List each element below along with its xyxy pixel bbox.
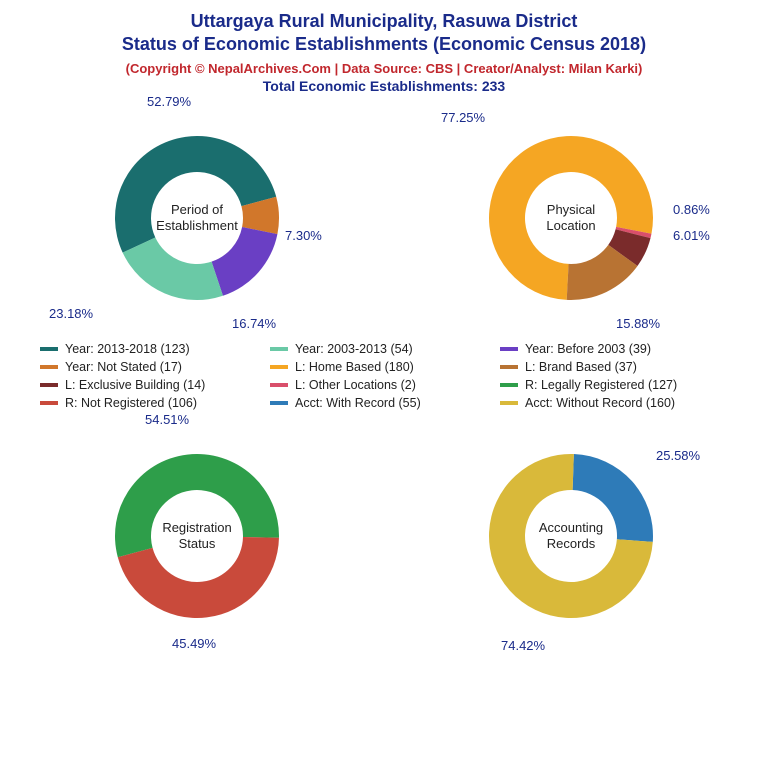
legend-label: Year: Before 2003 (39) — [525, 342, 651, 356]
legend-item: Year: 2003-2013 (54) — [270, 342, 490, 356]
legend-item: L: Home Based (180) — [270, 360, 490, 374]
chart-percent-label: 7.30% — [285, 228, 322, 243]
legend-label: Year: 2013-2018 (123) — [65, 342, 190, 356]
legend-label: L: Other Locations (2) — [295, 378, 416, 392]
donut-slice — [212, 227, 278, 296]
legend-swatch — [40, 401, 58, 405]
chart-period-of-establishment: Period of Establishment52.79%7.30%16.74%… — [17, 98, 377, 338]
chart-registration-status: Registration Status54.51%45.49% — [17, 416, 377, 656]
legend-label: Acct: Without Record (160) — [525, 396, 675, 410]
chart-center-label: Period of Establishment — [152, 202, 242, 235]
legend-item: L: Exclusive Building (14) — [40, 378, 260, 392]
chart-physical-location: Physical Location 77.25% 0.86% 6.01% 15.88% — [391, 98, 751, 338]
chart-percent-label: 74.42% — [501, 638, 545, 653]
legend-swatch — [500, 365, 518, 369]
legend-label: Year: 2003-2013 (54) — [295, 342, 413, 356]
chart-center-label: Accounting Records — [526, 520, 616, 553]
title-line-1: Uttargaya Rural Municipality, Rasuwa Dis… — [8, 10, 760, 33]
legend-swatch — [40, 383, 58, 387]
legend-swatch — [270, 383, 288, 387]
legend-item: L: Other Locations (2) — [270, 378, 490, 392]
chart-percent-label: 45.49% — [172, 636, 216, 651]
legend-item: L: Brand Based (37) — [500, 360, 720, 374]
legend-swatch — [40, 365, 58, 369]
chart-percent-label: 25.58% — [656, 448, 700, 463]
copyright-line: (Copyright © NepalArchives.Com | Data So… — [8, 61, 760, 76]
legend-item: Acct: With Record (55) — [270, 396, 490, 410]
chart-percent-label: 77.25% — [441, 110, 485, 125]
donut-slice — [123, 237, 223, 300]
chart-center-label: Registration Status — [152, 520, 242, 553]
legend-label: Year: Not Stated (17) — [65, 360, 182, 374]
chart-percent-label: 15.88% — [616, 316, 660, 331]
legend-label: L: Brand Based (37) — [525, 360, 637, 374]
legend-label: L: Exclusive Building (14) — [65, 378, 205, 392]
legend-label: R: Legally Registered (127) — [525, 378, 677, 392]
legend-swatch — [500, 383, 518, 387]
legend-label: Acct: With Record (55) — [295, 396, 421, 410]
chart-percent-label: 54.51% — [145, 412, 189, 427]
charts-row-top: Period of Establishment52.79%7.30%16.74%… — [0, 98, 768, 338]
legend-swatch — [270, 347, 288, 351]
legend-label: L: Home Based (180) — [295, 360, 414, 374]
legend-item: R: Not Registered (106) — [40, 396, 260, 410]
chart-center-label: Physical Location — [526, 202, 616, 235]
chart-percent-label: 6.01% — [673, 228, 710, 243]
legend-swatch — [40, 347, 58, 351]
total-line: Total Economic Establishments: 233 — [8, 78, 760, 94]
legend-item: Year: Not Stated (17) — [40, 360, 260, 374]
chart-percent-label: 52.79% — [147, 94, 191, 109]
legend-swatch — [270, 365, 288, 369]
title-line-2: Status of Economic Establishments (Econo… — [8, 33, 760, 56]
legend-item: Year: Before 2003 (39) — [500, 342, 720, 356]
legend-swatch — [270, 401, 288, 405]
chart-percent-label: 23.18% — [49, 306, 93, 321]
header: Uttargaya Rural Municipality, Rasuwa Dis… — [0, 0, 768, 98]
legend-swatch — [500, 401, 518, 405]
legend-item: Year: 2013-2018 (123) — [40, 342, 260, 356]
chart-accounting-records: Accounting Records 25.58% 74.42% — [391, 416, 751, 656]
legend-item: Acct: Without Record (160) — [500, 396, 720, 410]
legend-swatch — [500, 347, 518, 351]
chart-percent-label: 0.86% — [673, 202, 710, 217]
charts-row-bottom: Registration Status54.51%45.49% Accounti… — [0, 416, 768, 656]
legend: Year: 2013-2018 (123) Year: 2003-2013 (54… — [0, 338, 768, 416]
legend-item: R: Legally Registered (127) — [500, 378, 720, 392]
chart-percent-label: 16.74% — [232, 316, 276, 331]
legend-label: R: Not Registered (106) — [65, 396, 197, 410]
